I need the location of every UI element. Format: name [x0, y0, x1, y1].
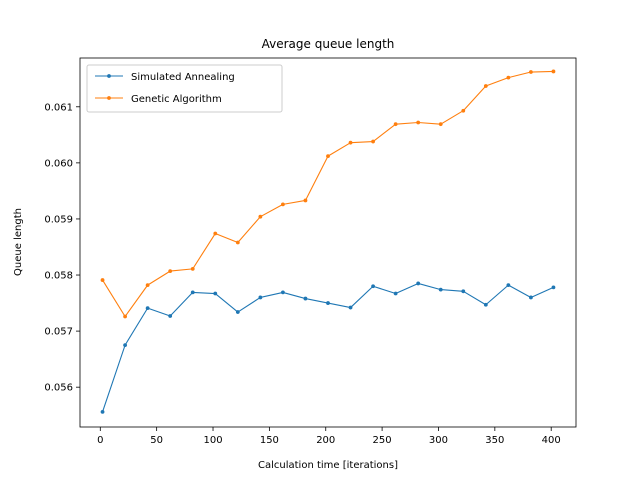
- series-2-point: [529, 70, 533, 74]
- legend-label: Simulated Annealing: [131, 72, 235, 83]
- series-2-point: [326, 154, 330, 159]
- series-2-point: [371, 139, 375, 144]
- series-1-point: [235, 310, 240, 314]
- y-tick-label: 0.056: [44, 383, 73, 394]
- y-tick-label: 0.060: [44, 158, 73, 169]
- series-1-point: [461, 289, 466, 294]
- series-1-point: [100, 409, 105, 414]
- plot-area: 0 50 100 150 200 250 300 350 400 0.056 0.057 0.058 0…: [44, 57, 577, 446]
- y-tick-label: 0.057: [44, 327, 73, 338]
- axes-frame: [79, 57, 577, 428]
- series-1-point: [483, 302, 488, 307]
- y-tick-label: 0.061: [44, 102, 73, 113]
- series-2-point: [213, 231, 218, 236]
- series-2-point: [303, 198, 308, 203]
- series-2-point: [438, 122, 443, 127]
- series-1-point: [213, 291, 218, 296]
- series-1-point: [371, 284, 375, 289]
- series-2-point: [551, 69, 556, 74]
- series-1-point: [506, 283, 511, 288]
- series-1-point: [145, 306, 150, 311]
- chart-title: Average queue length: [262, 37, 395, 51]
- series-1-point: [168, 314, 173, 318]
- series-1-point: [281, 290, 285, 295]
- x-tick-label: 150: [260, 435, 279, 446]
- y-axis-label: Queue length: [13, 208, 24, 276]
- series-2-point: [281, 202, 285, 207]
- series-2-point: [461, 108, 466, 113]
- series-1-point: [438, 287, 443, 292]
- series-1-point: [529, 295, 533, 300]
- series-1-point: [393, 291, 398, 296]
- series-2-point: [123, 314, 127, 319]
- series-2-point: [348, 140, 353, 145]
- x-tick-label: 300: [429, 435, 448, 446]
- series-1-point: [326, 301, 330, 305]
- series-2-point: [506, 75, 511, 80]
- y-tick-label: 0.058: [44, 271, 73, 282]
- series-2-point: [393, 122, 398, 127]
- series-2-point: [483, 84, 488, 88]
- series-2-point: [145, 283, 150, 288]
- series-2-point: [190, 266, 195, 271]
- legend-swatch-marker: [107, 74, 111, 78]
- x-axis-label: Calculation time [iterations]: [258, 460, 398, 471]
- x-tick-label: 50: [150, 435, 163, 446]
- x-tick-label: 250: [373, 435, 392, 446]
- series-1-point: [348, 305, 353, 310]
- series-1-point: [303, 296, 308, 301]
- x-tick-label: 200: [316, 435, 335, 446]
- series-1-point: [258, 295, 263, 300]
- x-tick-label: 100: [203, 435, 222, 446]
- series-2-point: [168, 269, 173, 274]
- series-1-point: [416, 281, 421, 286]
- series-1-point: [551, 285, 556, 290]
- x-tick-label: 350: [485, 435, 504, 446]
- y-tick-label: 0.059: [44, 214, 73, 225]
- series-1-point: [123, 343, 127, 348]
- series-2-point: [416, 120, 421, 125]
- legend-swatch-marker: [107, 96, 111, 100]
- x-tick-label: 400: [542, 435, 561, 446]
- series-2-point: [235, 240, 240, 245]
- x-tick-label: 0: [97, 435, 103, 446]
- series-2-point: [258, 214, 263, 219]
- series-1-point: [190, 290, 195, 295]
- legend-label: Genetic Algorithm: [131, 94, 222, 105]
- series-2-point: [100, 278, 105, 282]
- legend-box: [86, 64, 283, 113]
